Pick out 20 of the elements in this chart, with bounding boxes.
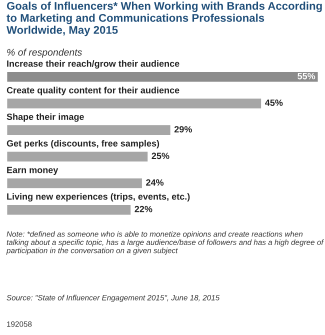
chart-subtitle: % of respondents bbox=[7, 48, 82, 58]
bar bbox=[6, 97, 262, 110]
chart-title: Goals of Influencers* When Working with Brands According to Marketing and Communications Professionals Worldwide, May 2015 bbox=[6, 2, 322, 36]
data-label: 45% bbox=[265, 100, 283, 106]
data-label: 24% bbox=[146, 179, 164, 186]
bar bbox=[6, 204, 132, 216]
y-tick-label: Create quality content for their audience bbox=[6, 86, 180, 96]
y-tick-label: Shape their image bbox=[6, 113, 84, 122]
bar bbox=[6, 124, 172, 136]
y-tick-label: Increase their reach/grow their audience bbox=[7, 60, 180, 69]
data-label: 25% bbox=[152, 152, 170, 160]
y-tick-label: Get perks (discounts, free samples) bbox=[6, 140, 160, 148]
bar bbox=[6, 70, 318, 84]
y-tick-label: Living new experiences (trips, events, etc.) bbox=[7, 193, 190, 202]
data-label: 55% bbox=[298, 72, 316, 80]
y-tick-label: Earn money bbox=[7, 166, 58, 175]
data-label: 29% bbox=[174, 126, 192, 132]
bar bbox=[6, 176, 144, 190]
bar bbox=[6, 150, 150, 163]
data-label: 22% bbox=[134, 206, 152, 212]
